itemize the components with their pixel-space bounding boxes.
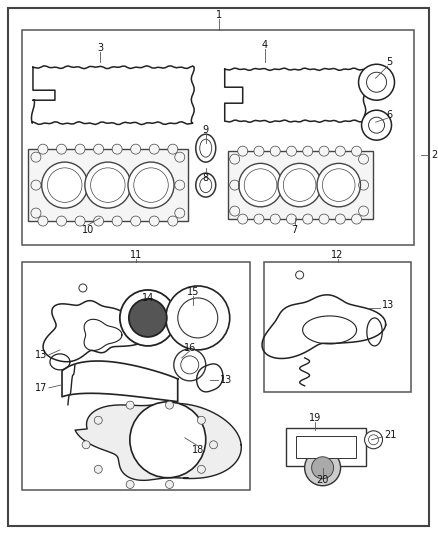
Circle shape — [168, 144, 178, 154]
Text: 15: 15 — [187, 287, 199, 297]
Circle shape — [238, 214, 248, 224]
Text: 14: 14 — [142, 293, 154, 303]
Circle shape — [270, 214, 280, 224]
Circle shape — [368, 435, 378, 445]
Circle shape — [38, 216, 48, 226]
Circle shape — [126, 480, 134, 488]
Circle shape — [270, 146, 280, 156]
Circle shape — [130, 402, 206, 478]
Circle shape — [149, 144, 159, 154]
Text: 20: 20 — [316, 475, 329, 484]
Text: 17: 17 — [35, 383, 47, 393]
Text: 10: 10 — [82, 225, 94, 235]
Circle shape — [238, 146, 248, 156]
Circle shape — [82, 441, 90, 449]
Circle shape — [128, 162, 174, 208]
Circle shape — [75, 144, 85, 154]
Circle shape — [131, 144, 141, 154]
Circle shape — [359, 64, 395, 100]
Circle shape — [85, 162, 131, 208]
Circle shape — [278, 164, 321, 207]
Circle shape — [254, 214, 264, 224]
Circle shape — [286, 146, 297, 156]
Circle shape — [198, 465, 205, 473]
Circle shape — [131, 216, 141, 226]
Bar — [22, 30, 414, 245]
Bar — [264, 262, 411, 392]
Text: 21: 21 — [385, 430, 397, 440]
Text: 13: 13 — [220, 375, 232, 385]
Circle shape — [254, 146, 264, 156]
Bar — [296, 436, 356, 458]
Circle shape — [129, 299, 167, 337]
Circle shape — [168, 216, 178, 226]
Circle shape — [336, 146, 345, 156]
Bar — [22, 262, 250, 490]
Circle shape — [149, 216, 159, 226]
Circle shape — [57, 144, 67, 154]
Text: 1: 1 — [215, 10, 222, 20]
Circle shape — [367, 72, 386, 92]
Polygon shape — [75, 403, 241, 480]
Text: 13: 13 — [381, 300, 394, 310]
Circle shape — [94, 144, 104, 154]
Circle shape — [94, 465, 102, 473]
Text: 3: 3 — [97, 43, 103, 53]
Circle shape — [181, 356, 199, 374]
Text: 5: 5 — [386, 57, 392, 67]
Circle shape — [209, 441, 218, 449]
Ellipse shape — [196, 134, 216, 162]
Text: 2: 2 — [431, 150, 438, 160]
Text: 18: 18 — [192, 445, 204, 455]
Text: 4: 4 — [261, 41, 268, 50]
Text: 16: 16 — [184, 343, 196, 353]
Circle shape — [178, 298, 218, 338]
Circle shape — [57, 216, 67, 226]
Text: 11: 11 — [130, 250, 142, 260]
Circle shape — [303, 146, 313, 156]
Text: 9: 9 — [203, 125, 209, 135]
Circle shape — [303, 214, 313, 224]
Circle shape — [166, 480, 173, 488]
Circle shape — [112, 144, 122, 154]
Bar — [286, 428, 366, 466]
Circle shape — [361, 110, 392, 140]
Text: 8: 8 — [203, 173, 209, 183]
Ellipse shape — [200, 177, 212, 192]
Circle shape — [75, 216, 85, 226]
Text: 7: 7 — [292, 225, 298, 235]
Circle shape — [352, 146, 361, 156]
Text: 6: 6 — [386, 110, 392, 120]
Circle shape — [239, 164, 282, 207]
Ellipse shape — [196, 173, 216, 197]
Circle shape — [311, 457, 334, 479]
Circle shape — [286, 214, 297, 224]
Circle shape — [126, 401, 134, 409]
Circle shape — [198, 416, 205, 424]
Text: 19: 19 — [308, 413, 321, 423]
Circle shape — [166, 401, 173, 409]
Circle shape — [94, 216, 104, 226]
Circle shape — [368, 117, 385, 133]
Circle shape — [174, 349, 206, 381]
Circle shape — [166, 286, 230, 350]
Circle shape — [336, 214, 345, 224]
Circle shape — [364, 431, 382, 449]
Circle shape — [319, 146, 329, 156]
Bar — [28, 149, 188, 221]
Circle shape — [112, 216, 122, 226]
Circle shape — [94, 416, 102, 424]
Circle shape — [317, 164, 360, 207]
Circle shape — [319, 214, 329, 224]
Bar — [228, 151, 373, 219]
Circle shape — [42, 162, 88, 208]
Text: 13: 13 — [35, 350, 47, 360]
Ellipse shape — [200, 139, 212, 157]
Circle shape — [352, 214, 361, 224]
Circle shape — [38, 144, 48, 154]
Circle shape — [304, 450, 341, 486]
Text: 12: 12 — [332, 250, 344, 260]
Circle shape — [120, 290, 176, 346]
